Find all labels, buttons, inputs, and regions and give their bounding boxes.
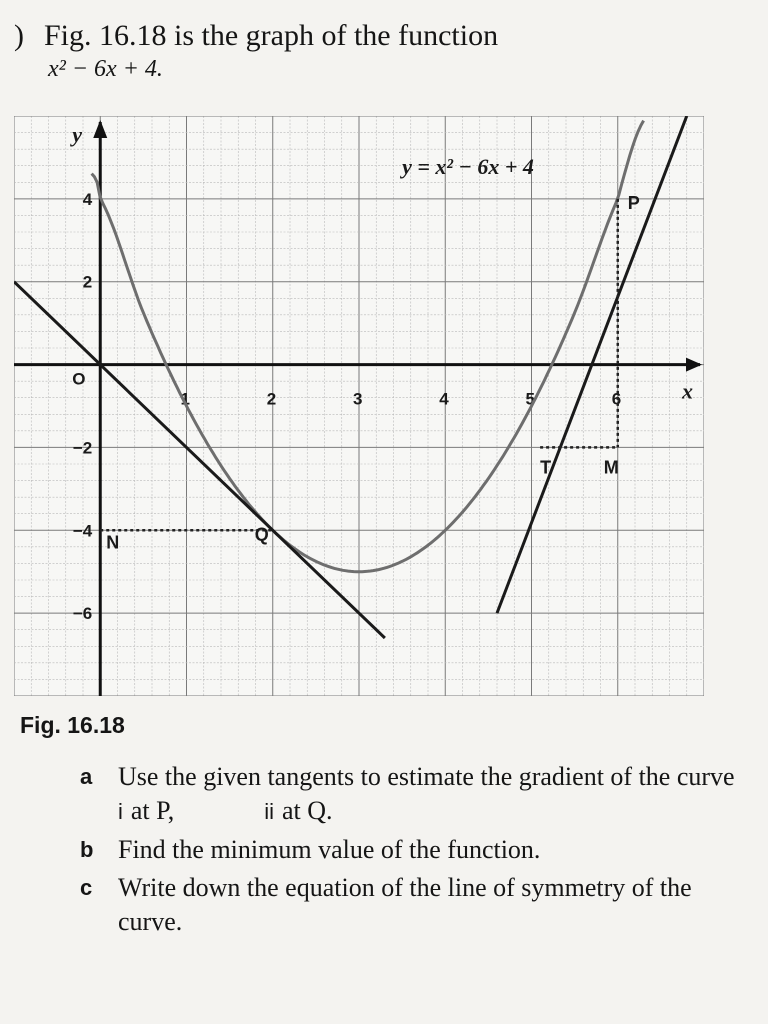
- point-label-t: T: [540, 457, 551, 477]
- function-graph: x y O 1 2 3 4 5 6 4 2 −2 −4 −6 P Q N T My = x² − 6x + 4: [14, 116, 704, 696]
- subpart-ii: ii at Q.: [264, 794, 332, 829]
- function-expression: x² − 6x + 4.: [48, 56, 163, 82]
- tangent-at-q: [14, 280, 386, 640]
- point-label-q: Q: [255, 524, 269, 544]
- point-label-m: M: [604, 457, 619, 477]
- intro-line-1: ) Fig. 16.18 is the graph of the function: [14, 18, 754, 54]
- tangent-at-p: [495, 116, 689, 614]
- question-c: c Write down the equation of the line of…: [80, 871, 750, 939]
- y-tick-label: 2: [83, 273, 92, 292]
- subpart-text: at Q.: [282, 796, 333, 825]
- x-tick-label: 2: [267, 390, 276, 409]
- origin-label: O: [72, 370, 85, 389]
- subpart-label: i: [118, 799, 123, 824]
- y-axis-arrow: [93, 120, 108, 138]
- point-label-n: N: [106, 532, 119, 552]
- x-tick-label: 1: [181, 390, 190, 409]
- y-tick-label: −2: [73, 438, 92, 457]
- question-text: Use the given tangents to estimate the g…: [118, 762, 735, 791]
- x-tick-label: 5: [526, 390, 535, 409]
- question-letter: c: [80, 875, 93, 900]
- question-list: a Use the given tangents to estimate the…: [80, 760, 750, 943]
- subpart-label: ii: [264, 799, 275, 824]
- figure-caption: Fig. 16.18: [20, 712, 125, 738]
- curve-equation-label: y = x² − 6x + 4: [399, 154, 534, 179]
- subpart-i: i at P,: [118, 794, 174, 829]
- x-axis-arrow: [686, 357, 702, 372]
- parabola-curve: [90, 119, 645, 574]
- intro-bracket: ): [14, 19, 24, 52]
- point-label-p: P: [628, 193, 640, 213]
- subpart-text: at P,: [130, 796, 175, 825]
- subparts: i at P, ii at Q.: [118, 794, 750, 829]
- y-tick-label: −4: [73, 521, 93, 540]
- x-tick-label: 4: [439, 390, 449, 409]
- y-tick-label: −6: [73, 604, 92, 623]
- x-tick-label: 3: [353, 390, 362, 409]
- y-tick-label: 4: [83, 190, 93, 209]
- x-tick-label: 6: [612, 390, 621, 409]
- question-b: b Find the minimum value of the function…: [80, 833, 750, 867]
- y-axis-label: y: [69, 122, 82, 147]
- question-text: Write down the equation of the line of s…: [118, 873, 692, 936]
- question-text: Find the minimum value of the function.: [118, 835, 541, 864]
- question-letter: a: [80, 764, 93, 789]
- intro-text: Fig. 16.18 is the graph of the function: [44, 19, 499, 52]
- question-letter: b: [80, 837, 94, 862]
- question-intro: ) Fig. 16.18 is the graph of the function…: [14, 18, 754, 84]
- question-a: a Use the given tangents to estimate the…: [80, 760, 750, 829]
- x-axis-label: x: [681, 379, 693, 404]
